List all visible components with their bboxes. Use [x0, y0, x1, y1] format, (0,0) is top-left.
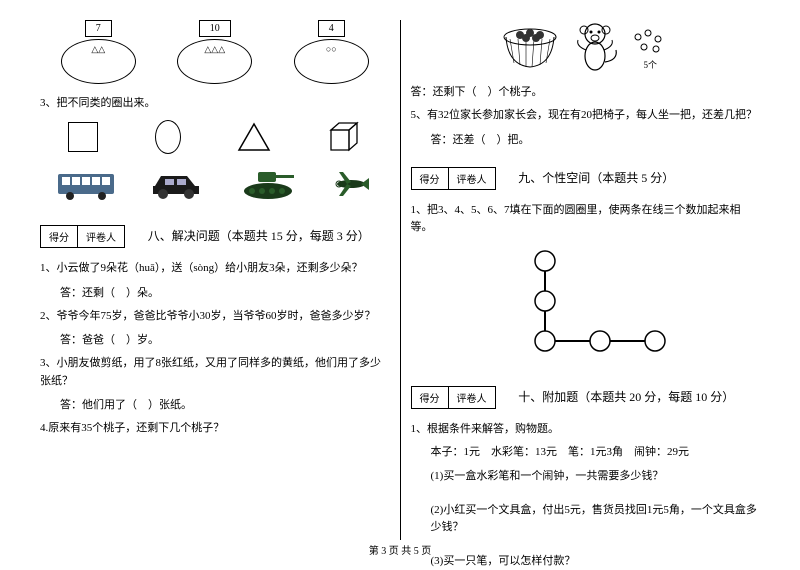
section-8-title: 八、解决问题（本题共 15 分，每题 3 分）: [148, 227, 370, 244]
s10-items: 本子：1元 水彩笔：13元 笔：1元3角 闹钟：29元: [431, 444, 761, 462]
right-column: 5个 答：还剩下（ ）个桃子。 5、有32位家长参加家长会，现在有20把椅子，每…: [401, 20, 771, 540]
number-box: 7: [85, 20, 112, 37]
s8-q5: 5、有32位家长参加家长会，现在有20把椅子，每人坐一把，还差几把？: [411, 107, 761, 125]
oval-shapes-row: 7 △△ 10 △△△ 4 ○○: [40, 20, 390, 84]
score-box: 得分 评卷人: [40, 225, 125, 248]
bus-icon: [56, 166, 116, 201]
s8-q1: 1、小云做了9朵花（huā），送（sòng）给小朋友3朵，还剩多少朵？: [40, 260, 390, 278]
vehicle-row: [40, 166, 390, 201]
grader-label: 评卷人: [78, 226, 124, 247]
score-label: 得分: [412, 387, 449, 408]
s10-q1: 1、根据条件来解答，购物题。: [411, 421, 761, 439]
car-icon: [147, 166, 207, 201]
s8-q2: 2、爷爷今年75岁，爸爸比爷爷小30岁，当爷爷60岁时，爸爸多少岁？: [40, 308, 390, 326]
s8-a1: 答：还剩（ ）朵。: [60, 284, 390, 300]
score-box: 得分 评卷人: [411, 386, 496, 409]
score-label: 得分: [41, 226, 78, 247]
s8-a5: 答：还差（ ）把。: [431, 131, 761, 147]
s8-a3: 答：他们用了（ ）张纸。: [60, 396, 390, 412]
section-8-header: 得分 评卷人 八、解决问题（本题共 15 分，每题 3 分）: [40, 213, 390, 254]
puzzle-diagram: [495, 249, 675, 359]
grader-label: 评卷人: [449, 168, 495, 189]
circle-puzzle: [411, 249, 761, 362]
section-9-header: 得分 评卷人 九、个性空间（本题共 5 分）: [411, 155, 761, 196]
oval-inner: △△: [91, 44, 105, 55]
score-box: 得分 评卷人: [411, 167, 496, 190]
left-column: 7 △△ 10 △△△ 4 ○○ 3、把不同类的圈出来。: [30, 20, 401, 540]
section-9-title: 九、个性空间（本题共 5 分）: [518, 169, 674, 186]
peach-scatter: 5个: [630, 25, 670, 71]
triangle-shape: [237, 122, 271, 152]
peaches-icon: [630, 25, 670, 55]
s8-a2: 答：爸爸（ ）岁。: [60, 331, 390, 347]
ellipse-shape: [155, 120, 181, 154]
s9-q1: 1、把3、4、5、6、7填在下面的圆圈里，使两条在线三个数加起来相等。: [411, 202, 761, 237]
number-box: 10: [199, 20, 231, 37]
s10-sub1: (1)买一盒水彩笔和一个闹钟，一共需要多少钱？: [431, 468, 761, 486]
shape-group-1: 7 △△: [61, 20, 136, 84]
section-10-header: 得分 评卷人 十、附加题（本题共 20 分，每题 10 分）: [411, 374, 761, 415]
question-3-text: 3、把不同类的圈出来。: [40, 94, 390, 110]
monkey-icon: [570, 20, 620, 75]
shape-group-3: 4 ○○: [294, 20, 369, 84]
page-container: 7 △△ 10 △△△ 4 ○○ 3、把不同类的圈出来。: [0, 0, 800, 540]
s8-q3: 3、小朋友做剪纸，用了8张红纸，又用了同样多的黄纸，他们用了多少张纸？: [40, 355, 390, 390]
s8-q4: 4.原来有35个桃子，还剩下几个桃子？: [40, 420, 390, 438]
oval-inner: △△△: [204, 44, 225, 55]
cube-shape: [327, 120, 361, 154]
s8-a4: 答：还剩下（ ）个桃子。: [411, 83, 761, 99]
shape-group-2: 10 △△△: [177, 20, 252, 84]
plane-icon: [329, 166, 374, 201]
page-footer: 第 3 页 共 5 页: [0, 542, 800, 557]
oval-inner: ○○: [326, 44, 337, 54]
basket-icon: [500, 25, 560, 70]
number-box: 4: [318, 20, 345, 37]
oval-shape: △△: [61, 39, 136, 84]
monkey-peach-illustration: 5个: [411, 20, 761, 75]
tank-icon: [238, 166, 298, 201]
oval-shape: ○○: [294, 39, 369, 84]
section-10-title: 十、附加题（本题共 20 分，每题 10 分）: [518, 388, 734, 405]
score-label: 得分: [412, 168, 449, 189]
oval-shape: △△△: [177, 39, 252, 84]
s10-sub2: (2)小红买一个文具盒，付出5元，售货员找回1元5角，一个文具盒多少钱？: [431, 502, 761, 537]
peach-count-label: 5个: [630, 58, 670, 71]
square-shape: [68, 122, 98, 152]
geometry-row: [40, 120, 390, 154]
grader-label: 评卷人: [449, 387, 495, 408]
